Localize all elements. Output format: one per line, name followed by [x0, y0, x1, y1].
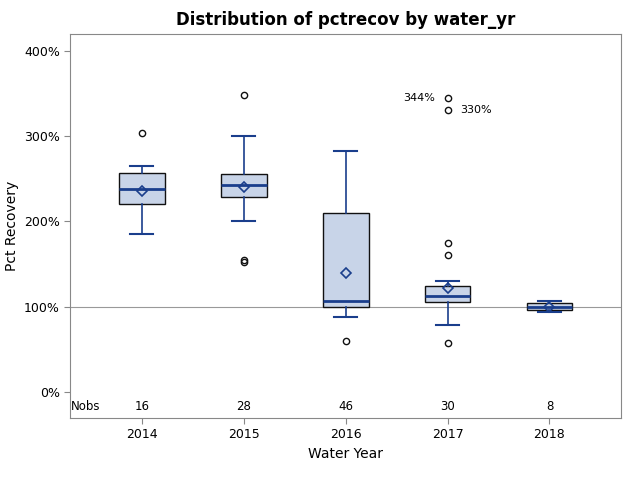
Y-axis label: Pct Recovery: Pct Recovery [4, 180, 19, 271]
PathPatch shape [424, 286, 470, 302]
PathPatch shape [527, 303, 572, 310]
Text: 28: 28 [236, 400, 251, 413]
Text: 344%: 344% [403, 94, 435, 104]
PathPatch shape [119, 173, 164, 204]
Text: 8: 8 [546, 400, 553, 413]
Text: Nobs: Nobs [70, 400, 100, 413]
PathPatch shape [323, 213, 369, 307]
Text: 30: 30 [440, 400, 455, 413]
Title: Distribution of pctrecov by water_yr: Distribution of pctrecov by water_yr [176, 11, 515, 29]
Text: 46: 46 [338, 400, 353, 413]
PathPatch shape [221, 174, 267, 197]
Text: 330%: 330% [460, 106, 492, 115]
X-axis label: Water Year: Water Year [308, 446, 383, 461]
Text: 16: 16 [134, 400, 149, 413]
